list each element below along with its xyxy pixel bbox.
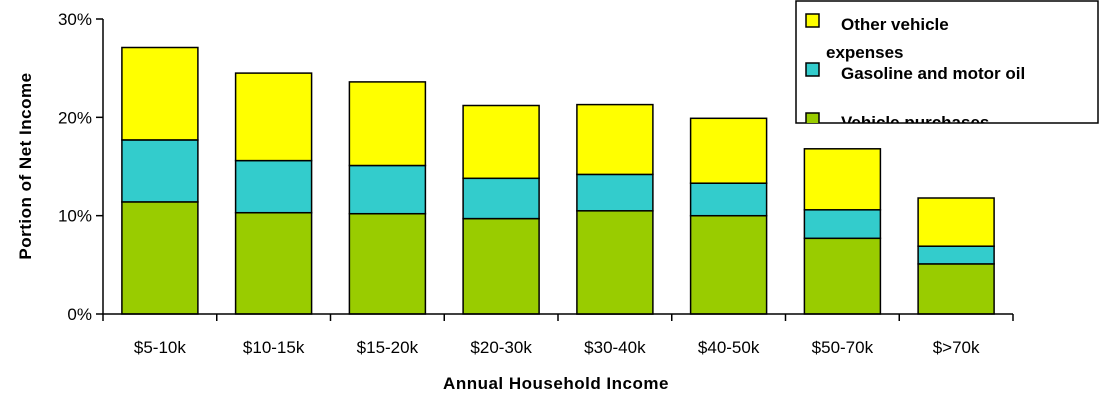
x-axis-title: Annual Household Income bbox=[443, 374, 669, 393]
labels-layer: $5-10k $10-15k $15-20k $20-30k $30-40k $40-50… bbox=[58, 10, 980, 357]
bar-segment bbox=[917, 245, 995, 265]
bar-segment bbox=[803, 148, 882, 211]
bar-segment bbox=[689, 214, 768, 315]
bars-layer bbox=[121, 46, 995, 315]
x-tick-label: $40-50k bbox=[698, 338, 760, 357]
bar-segment bbox=[917, 197, 995, 247]
y-tick-label: 30% bbox=[58, 10, 92, 29]
y-tick-label: 10% bbox=[58, 207, 92, 226]
legend-box bbox=[795, 0, 1099, 124]
bar-segment bbox=[803, 237, 882, 315]
x-tick-label: $30-40k bbox=[584, 338, 646, 357]
bar-segment bbox=[348, 164, 427, 215]
x-tick-label: $>70k bbox=[933, 338, 980, 357]
legend-label: Vehicle purchases bbox=[841, 113, 989, 132]
legend-swatch bbox=[805, 62, 820, 77]
bar-segment bbox=[576, 173, 654, 212]
bar-segment bbox=[121, 201, 199, 315]
bar-segment bbox=[462, 104, 540, 180]
bar-segment bbox=[234, 211, 313, 315]
bar-segment bbox=[462, 177, 540, 220]
x-tick-label: $20-30k bbox=[470, 338, 532, 357]
legend-label: Other vehicle bbox=[841, 15, 949, 34]
x-tick-label: $5-10k bbox=[134, 338, 186, 357]
bar-segment bbox=[348, 212, 427, 315]
bar-segment bbox=[121, 139, 199, 203]
x-tick-label: $50-70k bbox=[812, 338, 874, 357]
bar-segment bbox=[348, 81, 427, 167]
bar-segment bbox=[234, 72, 313, 162]
legend-label: expenses bbox=[826, 43, 904, 62]
legend-label: Gasoline and motor oil bbox=[841, 64, 1025, 83]
y-axis-title: Portion of Net Income bbox=[16, 72, 35, 259]
x-tick-label: $10-15k bbox=[243, 338, 305, 357]
x-tick-label: $15-20k bbox=[357, 338, 419, 357]
y-tick-label: 20% bbox=[58, 108, 92, 127]
bar-segment bbox=[803, 209, 882, 240]
bar-segment bbox=[689, 117, 768, 184]
bar-segment bbox=[121, 46, 199, 141]
bar-segment bbox=[234, 159, 313, 214]
legend-swatch bbox=[805, 112, 820, 123]
legend: Other vehicle expenses Gasoline and motor … bbox=[795, 0, 1099, 132]
legend-swatch bbox=[805, 13, 820, 28]
axes-layer bbox=[96, 18, 1014, 321]
bar-segment bbox=[689, 182, 768, 217]
bar-segment bbox=[576, 210, 654, 315]
bar-segment bbox=[462, 217, 540, 315]
y-tick-label: 0% bbox=[67, 305, 92, 324]
bar-segment bbox=[576, 103, 654, 176]
bar-segment bbox=[917, 263, 995, 315]
